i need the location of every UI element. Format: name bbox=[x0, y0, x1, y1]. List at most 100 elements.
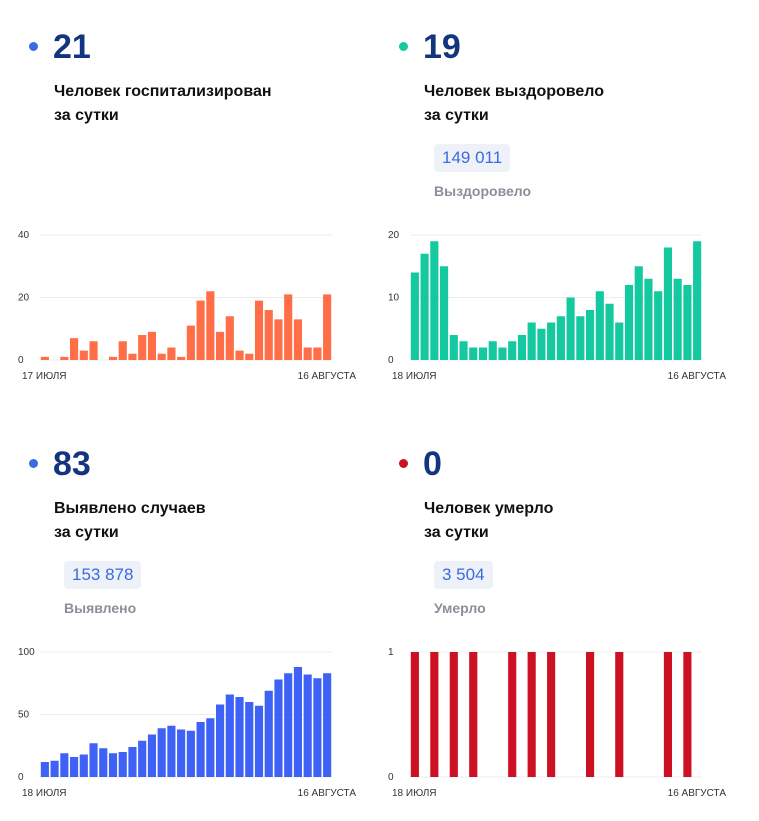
chart-bar bbox=[634, 266, 643, 360]
chart-bar bbox=[624, 285, 634, 360]
chart-bar bbox=[70, 757, 79, 777]
chart-bar bbox=[303, 347, 312, 360]
chart-bar bbox=[605, 303, 614, 360]
x-end-label: 16 АВГУСТА bbox=[298, 371, 357, 382]
chart-bar bbox=[177, 729, 186, 777]
chart-bar bbox=[147, 331, 156, 360]
chart-bar bbox=[323, 673, 332, 777]
chart-bar bbox=[527, 322, 536, 360]
chart-bar bbox=[196, 722, 205, 777]
y-tick-label: 0 bbox=[388, 355, 394, 366]
chart-bar bbox=[459, 341, 468, 360]
chart-bar bbox=[537, 328, 546, 360]
chart-bar bbox=[547, 322, 556, 360]
chart-bar bbox=[478, 347, 488, 360]
chart-bar bbox=[488, 341, 497, 360]
chart-bar bbox=[449, 652, 458, 777]
chart-bar bbox=[235, 350, 244, 360]
chart-bar bbox=[693, 241, 702, 360]
x-start-label: 17 ИЮЛЯ bbox=[22, 371, 67, 382]
chart-bar bbox=[60, 753, 69, 777]
chart-bar bbox=[225, 694, 234, 777]
chart-bar bbox=[186, 730, 195, 777]
deaths-total-label: Умерло bbox=[434, 600, 486, 616]
chart-bar bbox=[556, 316, 565, 360]
cases-label-line1: Выявлено случаев bbox=[54, 500, 206, 517]
hospitalized-label-line1: Человек госпитализирован bbox=[54, 83, 272, 100]
chart-bar bbox=[206, 718, 215, 777]
chart-bar bbox=[469, 652, 478, 777]
x-start-label: 18 ИЮЛЯ bbox=[22, 788, 67, 799]
chart-bar bbox=[323, 294, 332, 360]
chart-bar bbox=[313, 678, 322, 777]
chart-bar bbox=[225, 316, 234, 360]
deaths-label: Человек умерло за сутки bbox=[424, 497, 553, 545]
chart-bar bbox=[108, 356, 118, 360]
chart-bar bbox=[508, 341, 517, 360]
chart-bar bbox=[40, 762, 49, 777]
chart-bar bbox=[654, 291, 663, 360]
chart-bar bbox=[138, 740, 147, 777]
chart-bar bbox=[508, 652, 517, 777]
chart-bar bbox=[576, 316, 585, 360]
chart-bar bbox=[89, 743, 98, 777]
chart-bar bbox=[420, 253, 429, 360]
deaths-chart: 0 1 18 ИЮЛЯ 16 АВГУСТА bbox=[388, 647, 727, 799]
y-tick-label: 50 bbox=[18, 710, 30, 721]
chart-bar bbox=[274, 679, 283, 777]
chart-bar bbox=[254, 705, 264, 777]
chart-bar bbox=[245, 702, 254, 777]
chart-bar bbox=[683, 652, 692, 777]
chart-bar bbox=[206, 291, 215, 360]
chart-bar bbox=[157, 728, 166, 777]
y-tick-label: 40 bbox=[18, 230, 30, 241]
chart-bar bbox=[196, 300, 205, 360]
chart-bar bbox=[440, 266, 449, 360]
chart-bar bbox=[108, 753, 118, 777]
cases-label-line2: за сутки bbox=[54, 524, 119, 541]
bullet-dot bbox=[29, 42, 38, 51]
chart-bar bbox=[167, 725, 176, 777]
chart-bar bbox=[70, 338, 79, 360]
chart-bar bbox=[254, 300, 264, 360]
deaths-label-line2: за сутки bbox=[424, 524, 489, 541]
chart-bar bbox=[410, 652, 419, 777]
chart-bar bbox=[683, 285, 692, 360]
chart-bar bbox=[157, 353, 166, 360]
recovered-chart: 0 10 20 18 ИЮЛЯ 16 АВГУСТА bbox=[388, 230, 726, 382]
cases-total-label: Выявлено bbox=[64, 600, 137, 616]
chart-bar bbox=[50, 760, 59, 777]
chart-bar bbox=[615, 322, 624, 360]
chart-bar bbox=[245, 353, 254, 360]
chart-bar bbox=[663, 652, 672, 777]
x-start-label: 18 ИЮЛЯ bbox=[392, 371, 437, 382]
y-tick-label: 0 bbox=[18, 355, 24, 366]
chart-bar bbox=[293, 319, 302, 360]
chart-bar bbox=[663, 247, 672, 360]
chart-bar bbox=[313, 347, 322, 360]
chart-bar bbox=[118, 752, 127, 777]
chart-bar bbox=[469, 347, 478, 360]
chart-bar bbox=[293, 667, 302, 777]
cases-chart: 0 50 100 18 ИЮЛЯ 16 АВГУСТА bbox=[18, 647, 356, 799]
chart-bar bbox=[410, 272, 419, 360]
cases-label: Выявлено случаев за сутки bbox=[54, 497, 206, 545]
bullet-dot bbox=[399, 42, 408, 51]
chart-bar bbox=[79, 754, 88, 777]
chart-bar bbox=[264, 310, 273, 360]
hospitalized-chart: 0 20 40 17 ИЮЛЯ 16 АВГУСТА bbox=[18, 230, 357, 382]
chart-bar bbox=[595, 291, 604, 360]
chart-bar bbox=[586, 310, 595, 360]
chart-bar bbox=[547, 652, 556, 777]
chart-bar bbox=[449, 335, 458, 360]
y-tick-label: 0 bbox=[388, 772, 394, 783]
cases-count: 83 bbox=[53, 445, 91, 483]
chart-bar bbox=[615, 652, 624, 777]
recovered-label-line1: Человек выздоровело bbox=[424, 83, 605, 100]
recovered-total-label: Выздоровело bbox=[434, 183, 532, 199]
chart-bar bbox=[147, 734, 156, 777]
x-start-label: 18 ИЮЛЯ bbox=[392, 788, 437, 799]
recovered-count: 19 bbox=[423, 28, 461, 66]
chart-bar bbox=[128, 353, 137, 360]
x-end-label: 16 АВГУСТА bbox=[668, 788, 727, 799]
